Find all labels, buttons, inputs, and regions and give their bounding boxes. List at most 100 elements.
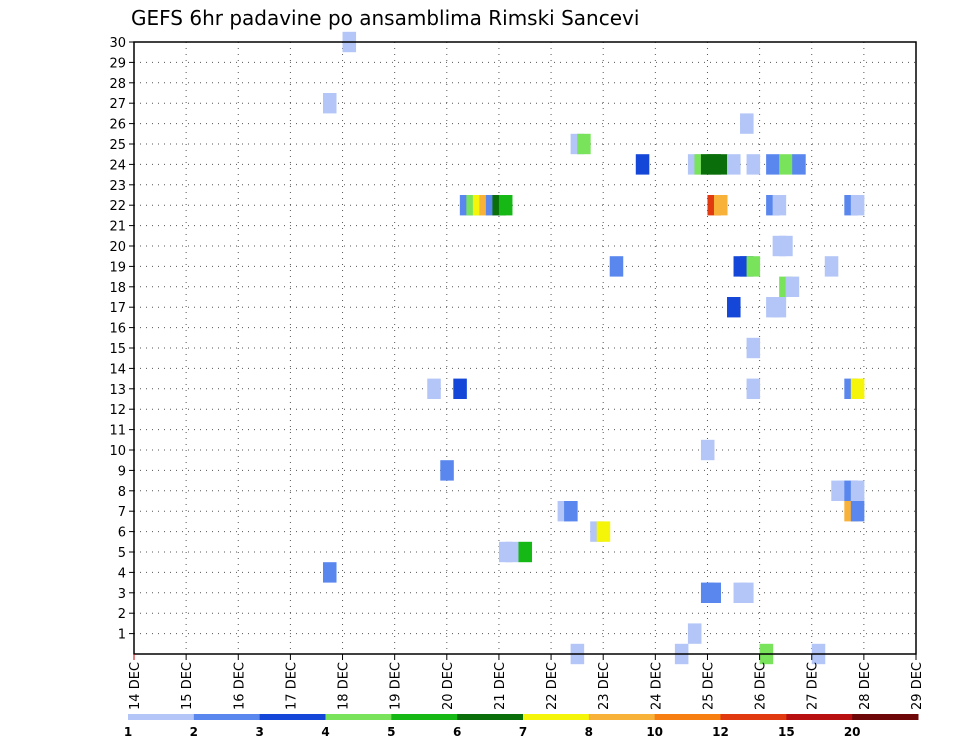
y-tick-label: 28 [109,77,126,92]
x-tick-label: 18 DEC [337,662,352,710]
y-tick-label: 26 [109,118,126,133]
y-axis: 1234567891011121314151617181920212223242… [109,36,134,643]
colorbar-swatch [259,714,326,720]
x-tick-label: 21 DEC [493,662,508,710]
y-tick-label: 22 [109,199,126,214]
y-tick-label: 9 [118,464,126,479]
y-tick-label: 29 [109,56,126,71]
heatmap-cell [746,378,761,399]
colorbar: 1 2 3 4 5 6 7 8 10 12 15 20 [124,714,919,739]
heatmap-cell [766,154,780,175]
heatmap-cell [707,582,721,603]
colorbar-label: 10 [646,725,663,739]
heatmap-cell [772,195,787,216]
heatmap-cell [850,480,865,501]
y-tick-label: 4 [118,566,126,581]
colorbar-swatch [457,714,524,720]
x-tick-label: 16 DEC [232,662,247,710]
colorbar-label: 7 [519,725,527,739]
y-tick-label: 27 [109,97,126,112]
colorbar-label: 12 [712,725,729,739]
y-tick-label: 19 [109,260,126,275]
heatmap-cell [322,562,337,583]
heatmap-cell [440,460,454,481]
heatmap-cell [746,256,761,277]
heatmap-cell [453,378,467,399]
x-tick-label: 23 DEC [597,662,612,710]
x-tick-label: 27 DEC [806,662,821,710]
chart-title: GEFS 6hr padavine po ansamblima Rimski S… [131,6,640,30]
heatmap-cell [635,154,650,175]
colorbar-label: 5 [387,725,395,739]
heatmap-cell [609,256,624,277]
y-tick-label: 6 [118,526,126,541]
x-tick-label: 17 DEC [284,662,299,710]
heatmap-cell [792,154,806,175]
y-tick-label: 11 [109,424,126,439]
y-tick-label: 21 [109,220,126,235]
x-tick-label: 28 DEC [858,662,873,710]
y-tick-label: 18 [109,281,126,296]
heatmap-cell [505,541,519,563]
heatmap-cell [772,297,787,318]
y-tick-label: 24 [109,158,126,173]
heatmap-cell [740,113,754,134]
y-tick-label: 23 [109,179,126,194]
heatmap-cell [564,501,578,522]
heatmap-cell [746,154,761,175]
heatmap-cell [577,133,591,155]
heatmap-cell [727,297,741,318]
heatmap-cell [713,195,728,216]
colorbar-label: 1 [124,725,132,739]
y-tick-label: 10 [109,444,126,459]
colorbar-label: 20 [844,725,861,739]
heatmap-cell [700,439,715,461]
colorbar-swatch [128,714,195,720]
heatmap-cell [713,154,728,175]
x-axis: 14 DEC 15 DEC 16 DEC 17 DEC 18 DEC 19 DEC 20 D… [128,654,925,710]
colorbar-swatch [588,714,656,720]
heatmap-cell [779,235,793,257]
heatmap-cell [785,276,800,297]
colorbar-swatch [786,714,853,720]
x-tick-label: 20 DEC [441,662,456,710]
colorbar-swatch [720,714,787,720]
heatmap-cell [779,154,793,175]
y-tick-label: 16 [109,322,126,337]
y-tick-label: 13 [109,383,126,398]
x-tick-label: 24 DEC [649,662,664,710]
y-tick-label: 15 [109,342,126,357]
x-tick-label: 14 DEC [128,662,143,710]
colorbar-label: 3 [255,725,263,739]
colorbar-label: 4 [321,725,329,739]
colorbar-swatch [193,714,261,720]
grid [134,42,916,654]
y-tick-label: 8 [118,485,126,500]
heatmap-cell [322,93,337,114]
y-tick-label: 12 [109,403,126,418]
x-tick-label: 22 DEC [545,662,560,710]
y-tick-label: 7 [118,505,126,520]
y-tick-label: 3 [118,587,126,602]
colorbar-swatch [523,714,590,720]
heatmap-cell [727,154,741,175]
y-tick-label: 5 [118,546,126,561]
colorbar-label: 8 [585,725,593,739]
y-tick-label: 20 [109,240,126,255]
heatmap-cells [322,31,865,665]
heatmap-cell [850,195,865,216]
heatmap-cell [850,378,865,399]
x-tick-label: 29 DEC [910,662,925,710]
heatmap-cell [850,501,865,522]
heatmap-cell [687,623,702,644]
colorbar-label: 6 [453,725,461,739]
colorbar-swatch [391,714,458,720]
heatmap-cell [518,541,533,563]
colorbar-swatch [654,714,721,720]
x-tick-label: 25 DEC [701,662,716,710]
heatmap-cell [498,195,513,216]
colorbar-label: 15 [778,725,795,739]
x-tick-label: 26 DEC [754,662,769,710]
